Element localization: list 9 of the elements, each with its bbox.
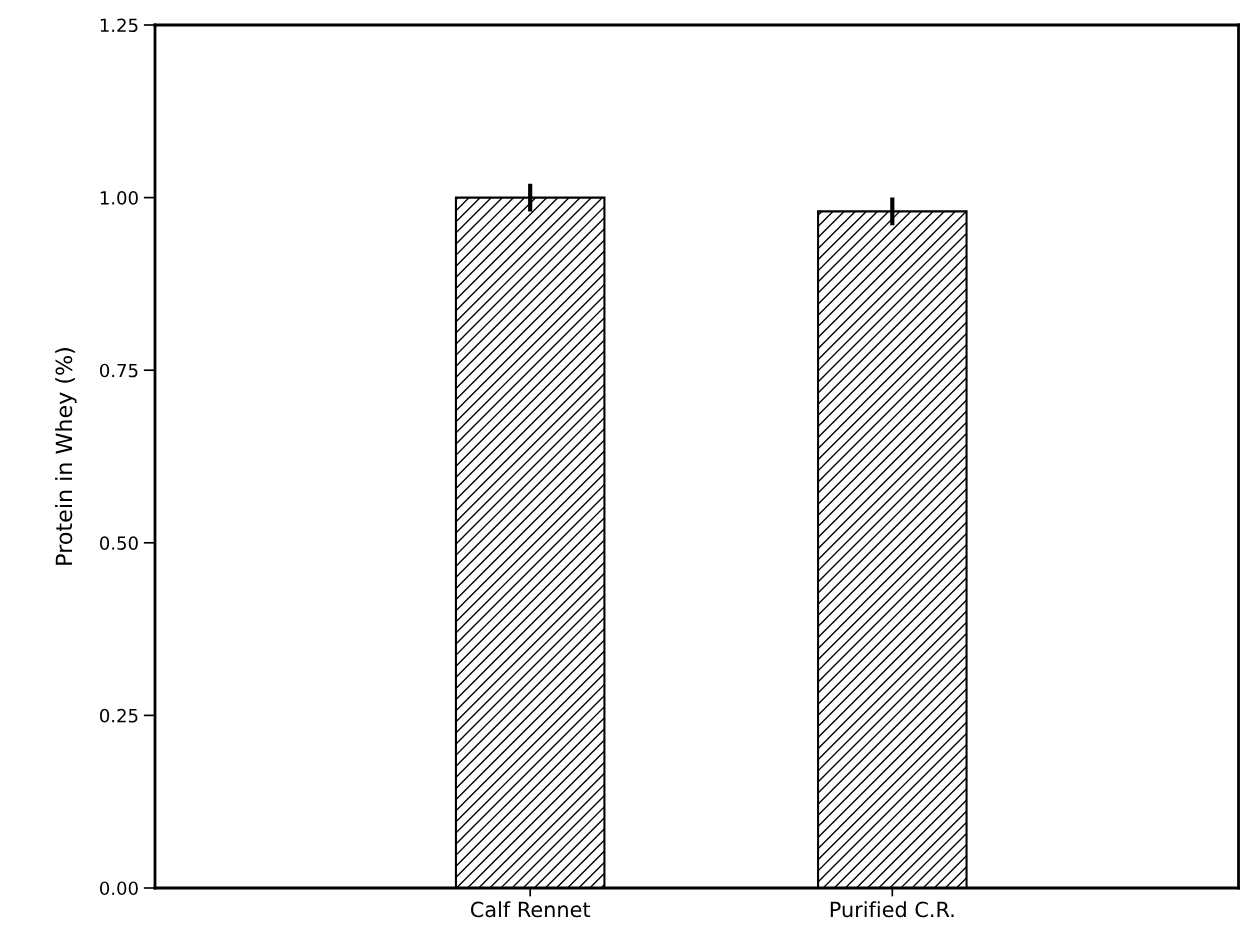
y-tick-label: 0.75 xyxy=(100,363,138,378)
y-tick-label: 1.00 xyxy=(100,191,138,205)
x-tick-label: Calf Rennet xyxy=(470,901,591,918)
y-tick-label: 0.50 xyxy=(100,536,138,550)
y-tick-label: 0.00 xyxy=(100,881,138,896)
x-tick-label: Purified C.R. xyxy=(830,901,954,918)
y-tick-label: 0.25 xyxy=(100,708,138,723)
y-axis-title: Protein in Whey (%) xyxy=(55,348,77,565)
y-tick-label: 1.25 xyxy=(100,18,138,33)
